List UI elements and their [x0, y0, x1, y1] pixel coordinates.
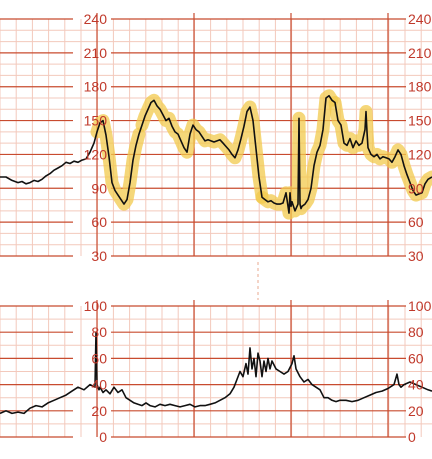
fhr-tick-label-right: 60	[408, 214, 424, 230]
fhr-panel: 240 240 210 210 180 180 150 150 120 120 90 90 60 60 30…	[0, 11, 432, 264]
fhr-tick-label-right: 180	[408, 79, 432, 95]
uc-tick-labels: 100 100 80 80 60 60 40 40 20 20 0 0	[84, 298, 432, 445]
uc-tick-label-right: 20	[408, 403, 424, 419]
uc-tick-label-right: 60	[408, 350, 424, 366]
uc-series-line	[0, 331, 432, 415]
uc-grid	[0, 300, 432, 438]
fhr-tick-label-right: 90	[408, 180, 424, 196]
uc-tick-label-left: 40	[91, 377, 107, 393]
fhr-tick-label-left: 30	[91, 248, 107, 264]
uc-tick-label-right: 100	[408, 298, 432, 314]
uc-tick-label-right: 40	[408, 377, 424, 393]
fhr-series-line	[0, 94, 432, 214]
uc-panel: 100 100 80 80 60 60 40 40 20 20 0 0	[0, 298, 432, 445]
fhr-trace	[0, 94, 432, 214]
uc-tick-label-left: 60	[91, 350, 107, 366]
fhr-tick-label-right: 240	[408, 11, 432, 27]
uc-trace	[0, 331, 432, 415]
fhr-tick-label-left: 210	[84, 45, 108, 61]
uc-tick-label-right: 0	[408, 429, 416, 445]
fhr-tick-label-right: 150	[408, 113, 432, 129]
fhr-tick-label-left: 150	[84, 113, 108, 129]
uc-tick-label-left: 100	[84, 298, 108, 314]
fhr-tick-labels: 240 240 210 210 180 180 150 150 120 120 90 90 60 60 30…	[84, 11, 432, 264]
fhr-tick-label-left: 60	[91, 214, 107, 230]
fhr-tick-label-left: 90	[91, 180, 107, 196]
fhr-tick-label-left: 240	[84, 11, 108, 27]
fhr-highlight-band	[135, 93, 269, 204]
uc-tick-label-left: 80	[91, 324, 107, 340]
uc-tick-label-left: 20	[91, 403, 107, 419]
fhr-tick-label-right: 30	[408, 248, 424, 264]
fhr-tick-label-left: 180	[84, 79, 108, 95]
fhr-tick-label-right: 210	[408, 45, 432, 61]
fhr-tick-label-right: 120	[408, 146, 432, 162]
uc-tick-label-left: 0	[99, 429, 107, 445]
uc-tick-label-right: 80	[408, 324, 424, 340]
fhr-tick-label-left: 120	[84, 146, 108, 162]
